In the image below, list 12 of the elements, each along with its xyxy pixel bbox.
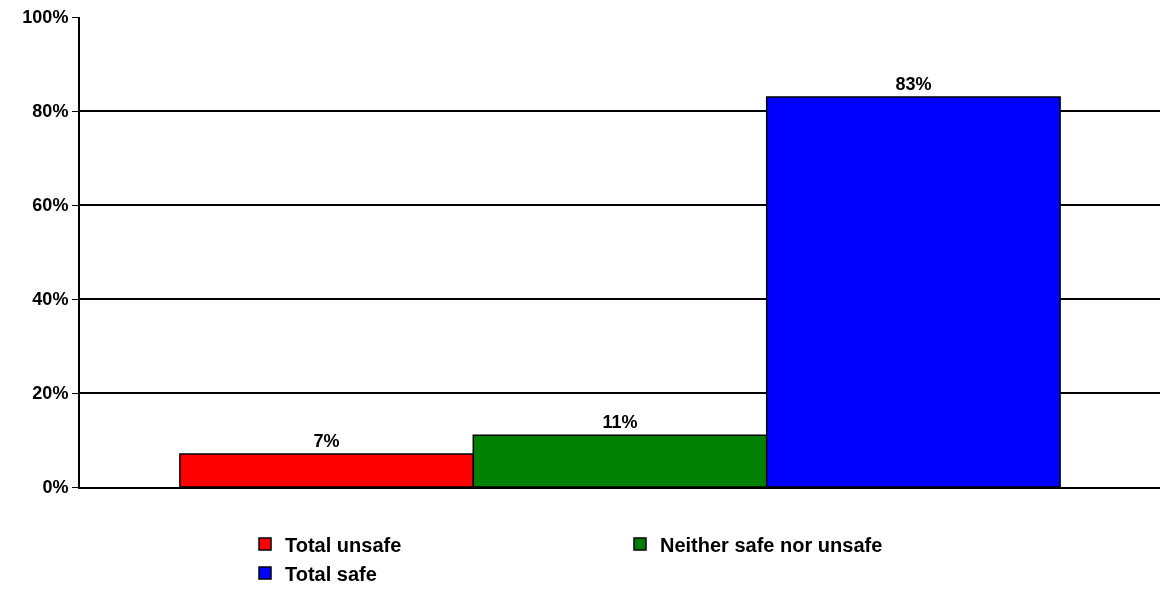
y-tick-label: 80% <box>32 101 69 122</box>
legend-label: Total safe <box>285 562 377 585</box>
y-tick-label: 40% <box>32 289 69 310</box>
y-tick-label: 20% <box>32 383 69 404</box>
legend-label: Total unsafe <box>285 533 402 556</box>
y-tick-label: 100% <box>22 7 69 28</box>
data-label: 7% <box>313 431 340 452</box>
legend-label: Neither safe nor unsafe <box>660 533 883 556</box>
y-tick-label: 60% <box>32 195 69 216</box>
data-label: 83% <box>895 73 932 94</box>
data-label: 11% <box>602 412 638 433</box>
y-tick-label: 0% <box>42 477 69 498</box>
